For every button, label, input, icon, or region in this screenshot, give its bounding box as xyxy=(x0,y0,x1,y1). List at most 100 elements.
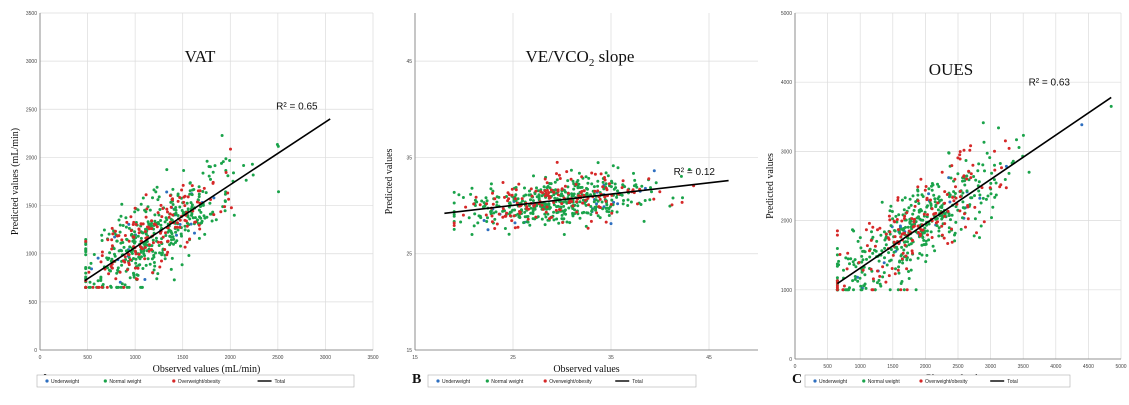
point-normal-weight xyxy=(134,261,138,265)
point-overweight-obesity xyxy=(185,240,189,244)
point-underweight xyxy=(927,192,931,196)
point-overweight-obesity xyxy=(574,182,578,186)
point-overweight-obesity xyxy=(871,277,875,281)
point-overweight-obesity xyxy=(926,233,929,237)
point-overweight-obesity xyxy=(160,215,164,219)
x-tick-label: 5000 xyxy=(1115,364,1126,370)
point-normal-weight xyxy=(927,222,931,226)
point-normal-weight xyxy=(596,161,600,165)
point-normal-weight xyxy=(860,260,864,264)
point-normal-weight xyxy=(612,187,616,191)
point-normal-weight xyxy=(592,192,596,196)
point-normal-weight xyxy=(159,219,163,222)
point-normal-weight xyxy=(133,240,137,244)
point-normal-weight xyxy=(952,190,956,194)
point-overweight-obesity xyxy=(143,246,147,249)
point-overweight-obesity xyxy=(904,254,908,258)
point-normal-weight xyxy=(214,218,218,222)
point-normal-weight xyxy=(522,221,526,225)
y-tick-label: 0 xyxy=(789,357,792,363)
point-normal-weight xyxy=(552,210,556,214)
point-normal-weight xyxy=(117,249,121,253)
point-normal-weight xyxy=(937,229,941,233)
point-underweight xyxy=(165,190,169,194)
point-normal-weight xyxy=(160,253,164,257)
point-normal-weight xyxy=(475,200,479,204)
point-normal-weight xyxy=(993,195,997,199)
point-overweight-obesity xyxy=(114,277,118,281)
point-normal-weight xyxy=(535,186,538,190)
point-normal-weight xyxy=(120,282,124,286)
point-normal-weight xyxy=(584,203,588,207)
point-normal-weight xyxy=(553,180,557,184)
point-overweight-obesity xyxy=(890,267,894,270)
point-normal-weight xyxy=(907,270,910,273)
point-normal-weight xyxy=(981,196,985,200)
point-normal-weight xyxy=(514,193,518,197)
point-overweight-obesity xyxy=(474,195,478,199)
point-underweight xyxy=(127,222,131,226)
y-axis-label: Predicted values (mL/min) xyxy=(10,128,21,235)
point-overweight-obesity xyxy=(569,177,573,181)
point-overweight-obesity xyxy=(219,210,223,214)
point-overweight-obesity xyxy=(545,188,549,192)
point-normal-weight xyxy=(150,222,153,225)
point-underweight xyxy=(978,196,982,200)
point-normal-weight xyxy=(687,168,691,171)
point-normal-weight xyxy=(200,219,204,223)
point-normal-weight xyxy=(940,206,944,209)
point-overweight-obesity xyxy=(903,243,907,247)
point-normal-weight xyxy=(186,229,190,233)
point-overweight-obesity xyxy=(158,265,162,269)
point-normal-weight xyxy=(892,250,896,254)
point-overweight-obesity xyxy=(929,198,932,202)
point-normal-weight xyxy=(977,180,981,184)
point-normal-weight xyxy=(228,159,232,162)
point-normal-weight xyxy=(902,240,906,244)
x-axis-label: Observed values xyxy=(553,364,619,375)
x-tick-label: 1500 xyxy=(177,355,188,361)
point-normal-weight xyxy=(911,212,915,216)
point-normal-weight xyxy=(84,247,88,251)
point-normal-weight xyxy=(927,238,931,242)
y-tick-label: 3000 xyxy=(26,59,37,65)
point-overweight-obesity xyxy=(924,185,928,188)
point-normal-weight xyxy=(925,229,929,233)
point-normal-weight xyxy=(513,208,517,212)
point-normal-weight xyxy=(148,262,152,266)
point-overweight-obesity xyxy=(501,207,505,211)
point-normal-weight xyxy=(611,164,615,168)
point-normal-weight xyxy=(570,192,574,196)
point-overweight-obesity xyxy=(878,226,882,230)
point-normal-weight xyxy=(902,208,906,212)
point-normal-weight xyxy=(977,189,981,193)
point-overweight-obesity xyxy=(916,185,920,189)
legend-box xyxy=(36,374,355,388)
point-normal-weight xyxy=(963,179,967,183)
point-normal-weight xyxy=(87,266,91,270)
point-normal-weight xyxy=(190,205,194,209)
point-normal-weight xyxy=(489,212,493,216)
point-normal-weight xyxy=(997,126,1000,130)
point-overweight-obesity xyxy=(510,219,514,223)
point-normal-weight xyxy=(897,265,901,269)
point-overweight-obesity xyxy=(887,274,891,278)
point-overweight-obesity xyxy=(884,280,888,284)
y-tick-label: 4000 xyxy=(781,80,792,86)
y-axis-label: Predicted values xyxy=(765,153,776,219)
x-tick-label: 2500 xyxy=(952,364,963,370)
point-overweight-obesity xyxy=(452,224,456,227)
point-normal-weight xyxy=(173,212,177,216)
point-normal-weight xyxy=(562,217,566,221)
point-normal-weight xyxy=(953,192,957,195)
point-normal-weight xyxy=(931,244,935,248)
point-normal-weight xyxy=(923,226,927,230)
point-underweight xyxy=(113,235,117,239)
point-normal-weight xyxy=(115,285,119,289)
point-normal-weight xyxy=(147,223,151,227)
point-normal-weight xyxy=(122,245,126,249)
point-normal-weight xyxy=(193,216,197,220)
point-normal-weight xyxy=(606,174,610,178)
point-normal-weight xyxy=(188,181,192,185)
point-overweight-obesity xyxy=(565,170,569,174)
